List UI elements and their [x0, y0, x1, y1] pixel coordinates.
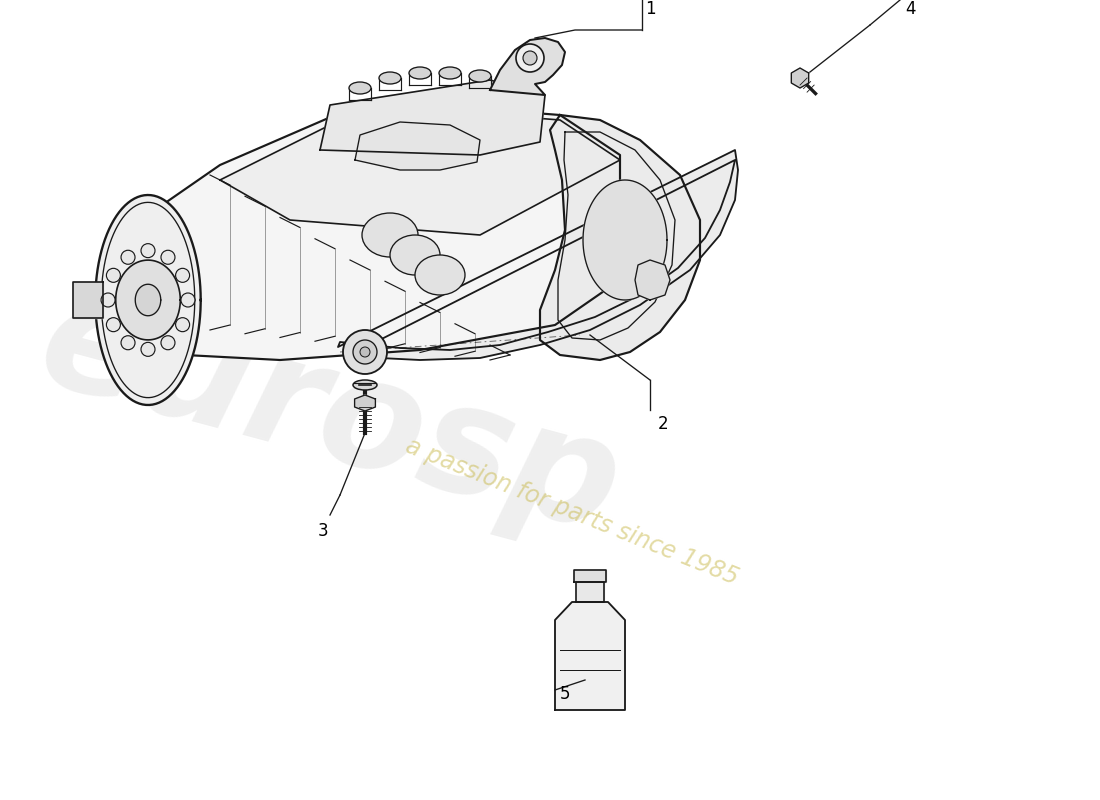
Polygon shape	[583, 180, 667, 300]
Ellipse shape	[362, 213, 418, 257]
Ellipse shape	[390, 235, 440, 275]
Polygon shape	[635, 260, 670, 300]
Circle shape	[141, 342, 155, 356]
Ellipse shape	[409, 67, 431, 79]
Polygon shape	[791, 68, 808, 88]
Circle shape	[516, 44, 544, 72]
Polygon shape	[338, 150, 738, 360]
Polygon shape	[73, 282, 103, 318]
Polygon shape	[96, 195, 200, 405]
Text: a passion for parts since 1985: a passion for parts since 1985	[403, 434, 741, 590]
Circle shape	[176, 318, 189, 332]
Circle shape	[180, 293, 195, 307]
Text: 2: 2	[658, 415, 669, 433]
Text: 1: 1	[645, 0, 656, 18]
Polygon shape	[320, 80, 544, 155]
Text: 3: 3	[318, 522, 329, 540]
Ellipse shape	[353, 380, 377, 390]
Circle shape	[161, 250, 175, 264]
Ellipse shape	[349, 82, 371, 94]
Polygon shape	[574, 570, 606, 582]
Circle shape	[161, 336, 175, 350]
Polygon shape	[576, 582, 604, 602]
Polygon shape	[220, 105, 620, 235]
Polygon shape	[540, 115, 700, 360]
Text: 4: 4	[905, 0, 915, 18]
Circle shape	[141, 244, 155, 258]
Circle shape	[107, 318, 120, 332]
Text: 5: 5	[560, 685, 571, 703]
Circle shape	[343, 330, 387, 374]
Polygon shape	[556, 602, 625, 710]
Polygon shape	[135, 284, 161, 316]
Polygon shape	[490, 38, 565, 95]
Circle shape	[353, 340, 377, 364]
Circle shape	[176, 268, 189, 282]
Polygon shape	[145, 100, 620, 360]
Polygon shape	[116, 260, 180, 340]
Ellipse shape	[379, 72, 401, 84]
Ellipse shape	[469, 70, 491, 82]
Circle shape	[107, 268, 120, 282]
Polygon shape	[354, 395, 375, 411]
Circle shape	[360, 347, 370, 357]
Polygon shape	[355, 122, 480, 170]
Circle shape	[522, 51, 537, 65]
Circle shape	[101, 293, 116, 307]
Text: eurosp: eurosp	[24, 267, 636, 565]
Circle shape	[121, 250, 135, 264]
Ellipse shape	[439, 67, 461, 79]
Ellipse shape	[415, 255, 465, 295]
Circle shape	[121, 336, 135, 350]
